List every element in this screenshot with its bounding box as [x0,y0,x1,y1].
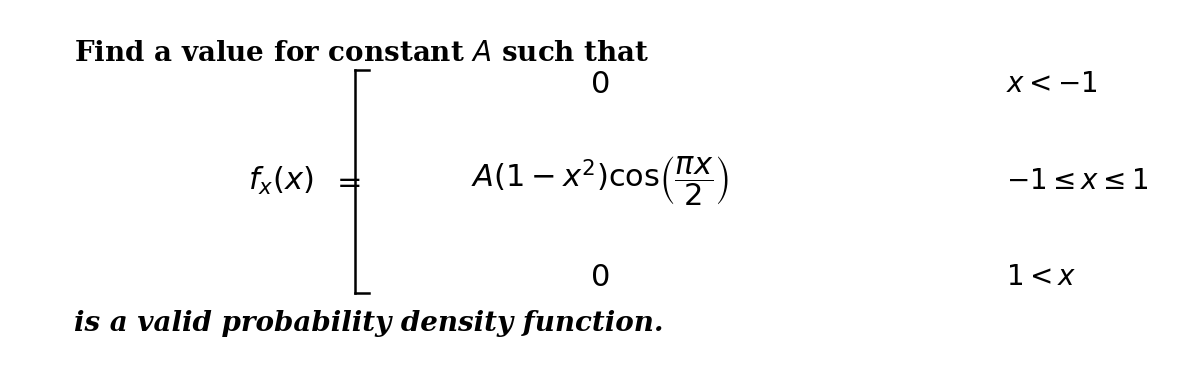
Text: $A(1 - x^2)\cos\!\left(\dfrac{\pi x}{2}\right)$: $A(1 - x^2)\cos\!\left(\dfrac{\pi x}{2}\… [470,154,730,208]
Text: $-1 \leq x \leq 1$: $-1 \leq x \leq 1$ [1006,167,1148,195]
Text: $0$: $0$ [590,69,610,100]
Text: is a valid probability density function.: is a valid probability density function. [74,310,664,337]
Text: $0$: $0$ [590,262,610,293]
Text: $f_x(x)$: $f_x(x)$ [248,165,313,197]
Text: Find a value for constant $A$ such that: Find a value for constant $A$ such that [74,40,650,67]
Text: $x < -1$: $x < -1$ [1006,71,1098,98]
Text: $1 < x$: $1 < x$ [1006,264,1076,291]
Text: $=$: $=$ [331,166,361,196]
